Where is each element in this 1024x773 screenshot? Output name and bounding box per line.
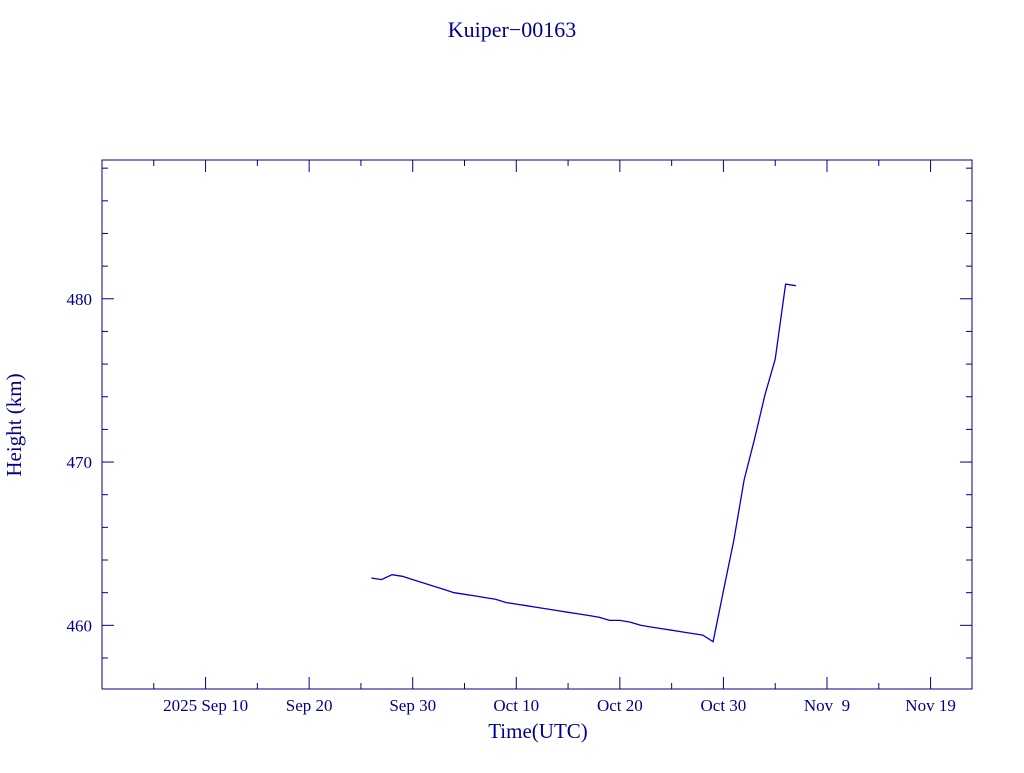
data-line bbox=[371, 283, 796, 643]
x-tick-label: Sep 30 bbox=[389, 696, 436, 715]
plot-frame bbox=[101, 159, 973, 690]
chart-title: Kuiper−00163 bbox=[448, 17, 577, 42]
y-axis-label: Height (km) bbox=[2, 373, 26, 476]
x-tick-label: Nov 19 bbox=[905, 696, 956, 715]
x-axis-label: Time(UTC) bbox=[488, 719, 588, 743]
y-tick-label: 460 bbox=[67, 616, 93, 635]
y-tick-label: 470 bbox=[67, 453, 93, 472]
x-tick-label: Oct 30 bbox=[701, 696, 747, 715]
y-tick-label: 480 bbox=[67, 290, 93, 309]
x-tick-label: Oct 20 bbox=[597, 696, 643, 715]
x-tick-label: Oct 10 bbox=[493, 696, 539, 715]
x-tick-label: 2025 Sep 10 bbox=[163, 696, 248, 715]
x-tick-label: Sep 20 bbox=[286, 696, 333, 715]
x-tick-label: Nov 9 bbox=[804, 696, 850, 715]
